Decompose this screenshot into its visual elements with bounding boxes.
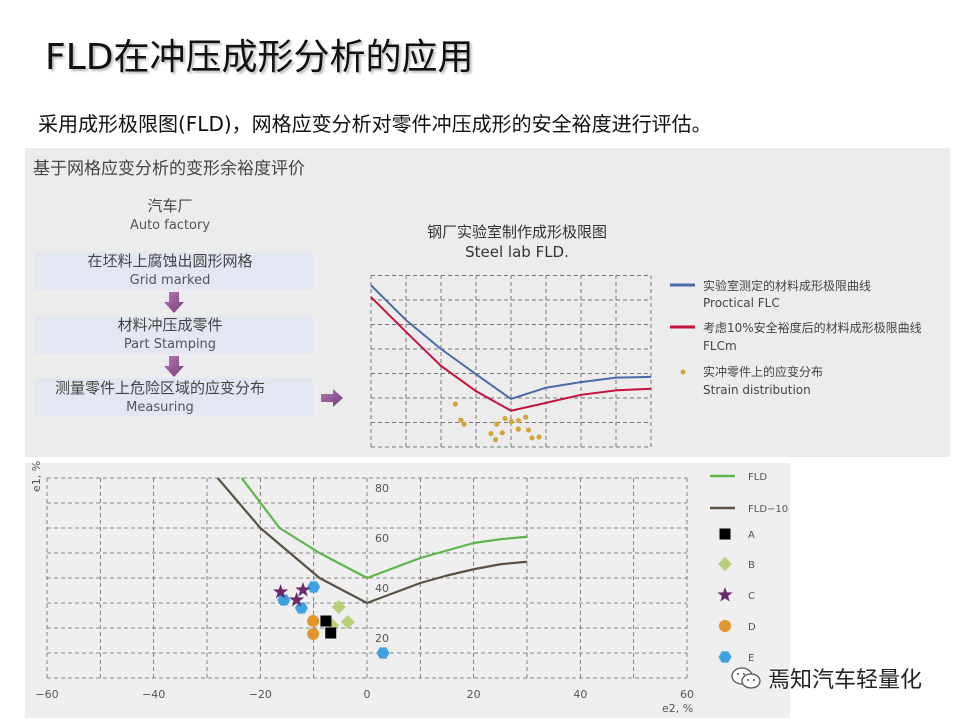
point-a [325, 627, 337, 639]
point-d [307, 615, 320, 627]
x-tick-label: 60 [680, 688, 694, 701]
strain-point [502, 415, 508, 422]
slide-subtitle: 采用成形极限图(FLD)，网格应变分析对零件冲压成形的安全裕度进行评估。 [38, 112, 712, 136]
x-tick-label: −40 [142, 688, 165, 701]
flow-step-cn: 在坯料上腐蚀出圆形网格 [87, 252, 253, 270]
strain-point [499, 430, 505, 436]
legend-label: C [748, 591, 755, 602]
point-c [272, 584, 289, 599]
point-c [288, 592, 305, 607]
legend-label: Proctical FLC [703, 296, 780, 310]
point-e [307, 581, 321, 593]
x-tick-label: 0 [364, 688, 371, 701]
strain-point [536, 434, 542, 440]
legend-label: 考虑10%安全裕度后的材料成形极限曲线 [703, 320, 922, 335]
wechat-icon [731, 667, 761, 689]
legend-swatch-strain [680, 369, 686, 375]
point-e [294, 602, 308, 614]
strain-point [515, 426, 521, 432]
strain-point [515, 417, 521, 424]
arrow-down-icon [164, 356, 184, 377]
y-tick-label: 40 [375, 582, 389, 595]
strain-point [508, 418, 514, 425]
arrow-right-icon [321, 389, 343, 407]
top-chart-title-cn: 钢厂实验室制作成形极限图 [427, 223, 607, 241]
x-tick-label: −20 [249, 688, 272, 701]
legend-swatch-b [718, 557, 732, 571]
top-chart-legend: 实验室测定的材料成形极限曲线 Proctical FLC 考虑10%安全裕度后的… [670, 278, 922, 397]
flow-step-cn: 材料冲压成零件 [117, 316, 223, 334]
flow-step-en: Measuring [126, 400, 194, 415]
x-tick-label: −60 [35, 688, 58, 701]
flow-step-grid-marked: 在坯料上腐蚀出圆形网格 Grid marked [25, 252, 315, 290]
flow-step-en: Grid marked [129, 273, 211, 288]
flcm-line [370, 296, 652, 412]
flow-band [35, 316, 313, 354]
flow-band [35, 252, 313, 290]
point-b [340, 615, 355, 629]
strain-point [461, 421, 467, 427]
flow-step-measuring: 测量零件上危险区域的应变分布 Measuring [15, 379, 305, 417]
flow-step-auto-factory: 汽车厂 Auto factory [25, 197, 315, 235]
legend-swatch-a [719, 528, 731, 540]
panel-heading: 基于网格应变分析的变形余裕度评价 [33, 159, 305, 179]
point-d [307, 628, 320, 640]
legend-label: 实验室测定的材料成形极限曲线 [703, 278, 871, 293]
point-b [331, 600, 346, 614]
strain-point [523, 414, 529, 420]
slide-title: FLD在冲压成形分析的应用 [45, 37, 474, 78]
bottom-chart-legend: FLD FLD−10 A B C D E [710, 472, 788, 664]
fld-line [240, 477, 528, 580]
flow-band [35, 378, 313, 416]
flow-step-en: Auto factory [129, 218, 211, 233]
legend-swatch-e [718, 651, 732, 663]
legend-label: Strain distribution [703, 383, 811, 397]
fld-10-line [216, 477, 528, 605]
bottom-chart-ticks: −60 −40 −20 0 20 40 60 80 60 40 20 [35, 482, 694, 701]
legend-label: 实冲零件上的应变分布 [703, 364, 823, 379]
legend-swatch-d [719, 620, 731, 632]
x-tick-label: 40 [573, 688, 587, 701]
y-axis-label: e1, % [30, 461, 43, 492]
arrow-down-icon [164, 292, 184, 313]
bottom-panel [25, 463, 790, 718]
strain-point [458, 417, 464, 423]
legend-label: FLD [748, 472, 767, 483]
strain-point [529, 435, 535, 441]
legend-label: D [748, 622, 756, 633]
watermark: 焉知汽车轻量化 [730, 662, 922, 694]
flow-step-part-stamping: 材料冲压成零件 Part Stamping [25, 316, 315, 354]
x-tick-label: 20 [467, 688, 481, 701]
point-e [277, 594, 291, 606]
legend-label: A [748, 530, 755, 541]
top-chart-title-en: Steel lab FLD. [465, 243, 569, 261]
point-e [376, 647, 390, 659]
watermark-text: 焉知汽车轻量化 [768, 668, 923, 693]
legend-label: B [748, 560, 755, 571]
top-chart-series [370, 284, 652, 443]
strain-point [452, 401, 458, 407]
bottom-chart-series [216, 477, 528, 659]
strain-point [493, 437, 499, 443]
flc-line [370, 284, 652, 400]
x-axis-label: e2, % [662, 702, 693, 715]
flow-step-cn: 汽车厂 [147, 197, 193, 215]
flow-step-en: Part Stamping [123, 337, 217, 352]
y-tick-label: 60 [375, 532, 389, 545]
legend-swatch-c [717, 587, 733, 602]
flow-step-cn: 测量零件上危险区域的应变分布 [54, 379, 265, 397]
point-c [295, 582, 311, 597]
strain-point [525, 427, 532, 433]
strain-point [488, 430, 494, 437]
legend-label: FLCm [703, 339, 737, 353]
bottom-chart-grid [46, 477, 688, 679]
point-a [320, 615, 332, 627]
legend-label: E [748, 653, 754, 664]
strain-point [494, 421, 500, 427]
y-tick-label: 20 [375, 632, 389, 645]
legend-label: FLD−10 [748, 504, 788, 515]
y-tick-label: 80 [375, 482, 389, 495]
